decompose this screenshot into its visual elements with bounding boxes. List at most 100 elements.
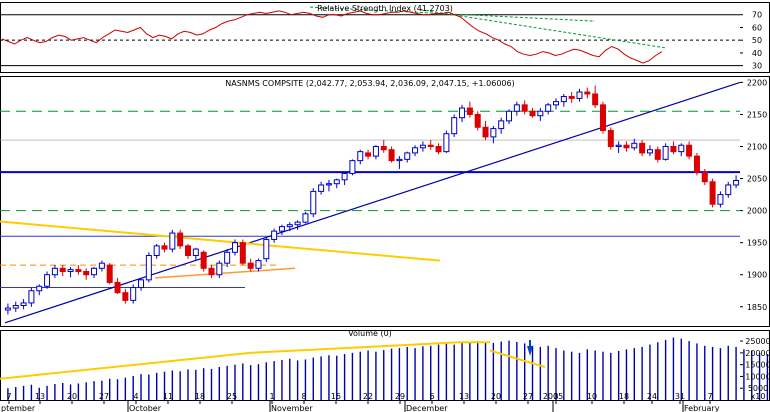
candle-body xyxy=(192,248,199,256)
candle-body xyxy=(599,104,606,131)
candle-body xyxy=(639,142,646,154)
downtrend-line xyxy=(0,220,441,262)
x-tick-label: 27 xyxy=(99,392,109,401)
candle-body xyxy=(670,146,677,153)
candle-body xyxy=(686,144,693,157)
x-tick-label: 7 xyxy=(6,392,11,401)
x-tick-label: 20 xyxy=(491,392,501,401)
candle-body xyxy=(678,144,685,153)
candle-body xyxy=(122,292,129,301)
candle-body xyxy=(138,279,145,289)
candle-body xyxy=(114,281,121,294)
candle-body xyxy=(145,254,152,281)
volume-title: Volume (0) xyxy=(348,329,392,338)
x-tick-label: 24 xyxy=(647,392,657,401)
rsi-line xyxy=(1,10,663,64)
candle-body xyxy=(255,260,262,269)
candle-body xyxy=(513,104,520,112)
candle-body xyxy=(490,128,497,138)
candle-body xyxy=(341,172,348,181)
volume-trend-line xyxy=(0,341,490,380)
candle-body xyxy=(200,251,207,269)
candle-body xyxy=(67,269,74,273)
price-tick-label: 2000 xyxy=(747,207,767,216)
down-arrow-icon xyxy=(527,346,533,356)
candle-body xyxy=(357,151,364,162)
candle-body xyxy=(576,91,583,99)
rsi-guide-line xyxy=(419,9,666,49)
candle-body xyxy=(263,238,270,260)
candle-body xyxy=(98,262,105,269)
candle-body xyxy=(372,146,379,157)
candle-body xyxy=(396,158,403,162)
candle-body xyxy=(568,96,575,99)
candle-body xyxy=(388,149,395,162)
candle-body xyxy=(169,232,176,250)
candle-body xyxy=(44,274,51,287)
candle-body xyxy=(521,104,528,112)
volume-tick-label: x10 xyxy=(751,392,766,401)
candle-body xyxy=(75,269,82,273)
candle-body xyxy=(153,245,160,256)
candle-body xyxy=(537,110,544,117)
candle-body xyxy=(584,91,591,95)
price-tick-label: 2050 xyxy=(747,175,767,184)
candle-body xyxy=(177,232,184,247)
candle-body xyxy=(36,285,43,292)
candle-body xyxy=(419,144,426,149)
volume-trend-line-down xyxy=(489,349,546,368)
candle-body xyxy=(271,230,278,240)
price-title: NASNMS COMPSITE (2,042.77, 2,053.94, 2,0… xyxy=(225,79,514,88)
candle-body xyxy=(278,226,285,232)
candle-body xyxy=(717,194,724,205)
candle-body xyxy=(294,221,301,226)
x-tick-label: 29 xyxy=(395,392,405,401)
x-tick-label: 22 xyxy=(363,392,373,401)
candle-body xyxy=(733,179,740,186)
candle-body xyxy=(318,184,325,192)
candle-body xyxy=(380,146,387,151)
rsi-title: Relative Strength Index (41.2703) xyxy=(317,4,453,13)
candle-body xyxy=(28,290,35,304)
x-tick-label: 18 xyxy=(195,392,205,401)
candle-body xyxy=(185,245,191,256)
candle-body xyxy=(623,144,630,149)
x-tick-label: December xyxy=(406,404,448,412)
x-tick-label: 27 xyxy=(523,392,533,401)
x-tick-label: 31 xyxy=(675,392,685,401)
candle-body xyxy=(553,101,559,106)
volume-tick-label: 15000 xyxy=(745,361,770,370)
candle-body xyxy=(302,213,309,223)
rsi-tick-label: 70 xyxy=(752,11,762,20)
x-tick-label: 4 xyxy=(133,392,138,401)
candle-body xyxy=(701,171,708,183)
price-tick-label: 1850 xyxy=(747,303,767,312)
candle-body xyxy=(560,96,567,103)
candle-body xyxy=(325,183,332,186)
rsi-tick-label: 40 xyxy=(752,49,762,58)
candle-body xyxy=(693,155,700,173)
candle-body xyxy=(51,267,58,276)
candle-body xyxy=(506,110,513,122)
uptrend-line xyxy=(4,81,741,324)
volume-tick-label: 20000 xyxy=(745,349,770,358)
x-tick-label: ptember xyxy=(1,404,36,412)
volume-panel-frame xyxy=(0,330,770,401)
rsi-panel-frame xyxy=(0,2,770,73)
candle-body xyxy=(231,242,238,253)
candle-body xyxy=(404,152,411,160)
candle-body xyxy=(239,242,246,264)
candle-body xyxy=(654,149,661,160)
candle-body xyxy=(662,146,669,160)
candle-body xyxy=(208,267,215,276)
candle-body xyxy=(709,181,716,205)
x-tick-label: 15 xyxy=(331,392,341,401)
short-trend-line xyxy=(154,267,296,279)
candle-body xyxy=(725,184,732,196)
x-tick-label: 25 xyxy=(227,392,237,401)
x-tick-label: 13 xyxy=(459,392,469,401)
candle-body xyxy=(4,307,11,311)
candle-body xyxy=(91,267,98,276)
price-tick-label: 1950 xyxy=(747,239,767,248)
candle-body xyxy=(20,302,27,306)
